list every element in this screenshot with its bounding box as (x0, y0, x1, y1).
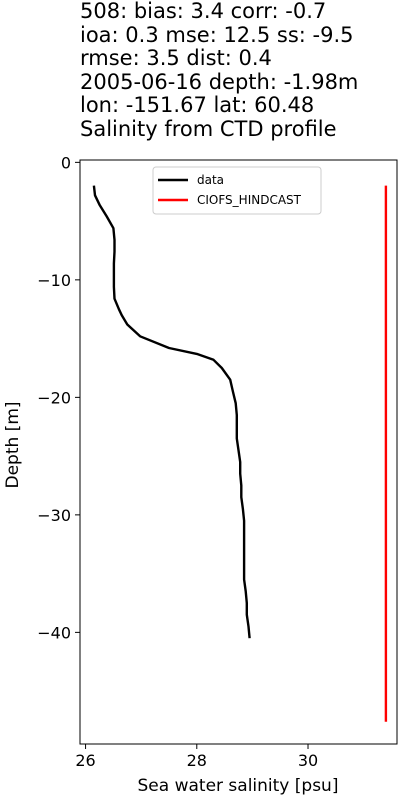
y-axis-label: Depth [m] (3, 401, 23, 488)
y-tick-label: 0 (61, 153, 71, 172)
legend: data CIOFS_HINDCAST (152, 166, 322, 215)
chart-title: Salinity from CTD profile (80, 116, 337, 141)
x-axis-label: Sea water salinity [psu] (138, 776, 339, 796)
title-line-stats-1: 508: bias: 3.4 corr: -0.7 (80, 0, 327, 23)
legend-label-data: data (197, 173, 224, 187)
x-tick-label: 28 (187, 751, 207, 770)
legend-label-ciofs-hindcast: CIOFS_HINDCAST (197, 193, 302, 207)
x-tick-label: 26 (75, 751, 95, 770)
y-tick-label: −40 (37, 623, 71, 642)
x-tick-label: 30 (298, 751, 318, 770)
y-tick-label: −10 (37, 271, 71, 290)
title-line-date-depth: 2005-06-16 depth: -1.98m (80, 69, 359, 94)
y-tick-label: −20 (37, 388, 71, 407)
title-line-location: lon: -151.67 lat: 60.48 (80, 93, 315, 117)
title-line-stats-3: rmse: 3.5 dist: 0.4 (80, 46, 272, 70)
axis-ticks: 26 28 30 0 −10 −20 −30 −40 (37, 153, 318, 770)
chart-title-block: 508: bias: 3.4 corr: -0.7 ioa: 0.3 mse: … (80, 0, 400, 141)
series-lines (92, 185, 388, 722)
legend-box (152, 166, 322, 215)
series-line-data (92, 185, 251, 639)
y-tick-label: −30 (37, 506, 71, 525)
plot-frame (79, 159, 398, 745)
title-line-stats-2: ioa: 0.3 mse: 12.5 ss: -9.5 (80, 22, 354, 47)
